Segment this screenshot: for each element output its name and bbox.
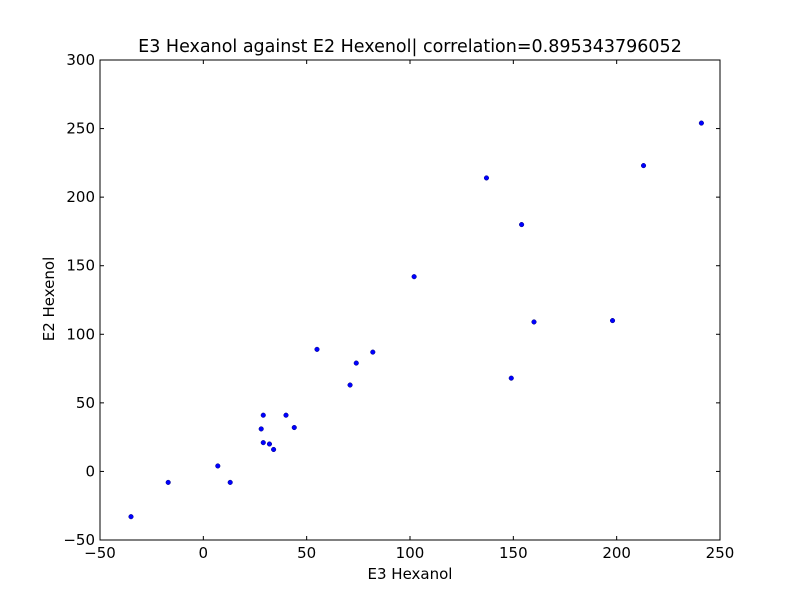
data-point — [260, 440, 266, 446]
data-point — [353, 360, 359, 366]
y-tick-label: 100 — [66, 325, 95, 343]
data-point — [508, 375, 514, 381]
data-point — [283, 412, 289, 418]
data-point — [266, 441, 273, 447]
x-tick-label: 0 — [199, 544, 209, 562]
data-point — [519, 222, 525, 228]
data-point — [411, 274, 417, 280]
y-tick-label: 150 — [66, 257, 95, 275]
y-tick-label: −50 — [63, 531, 95, 549]
data-point — [258, 426, 264, 432]
x-tick-label: 50 — [297, 544, 316, 562]
y-tick-label: 200 — [66, 188, 95, 206]
data-point — [227, 479, 233, 485]
x-axis-label: E3 Hexanol — [368, 565, 453, 583]
data-point — [260, 412, 266, 418]
data-point — [215, 463, 221, 469]
data-point — [347, 382, 353, 388]
x-tick-label: 150 — [499, 544, 528, 562]
y-tick-label: 0 — [85, 462, 95, 480]
data-point — [640, 163, 647, 169]
y-tick-label: 300 — [66, 51, 95, 69]
data-point — [291, 424, 297, 431]
y-tick-label: 250 — [66, 120, 95, 138]
y-axis-label: E2 Hexenol — [40, 257, 58, 342]
x-tick-label: 100 — [396, 544, 425, 562]
y-tick-label: 50 — [76, 394, 95, 412]
data-point — [370, 349, 376, 355]
data-point — [314, 346, 320, 352]
data-point — [531, 319, 537, 325]
x-tick-label: 200 — [602, 544, 631, 562]
data-point — [698, 120, 704, 126]
data-point — [609, 318, 616, 324]
plot-frame — [99, 59, 721, 541]
x-tick-label: −50 — [84, 544, 116, 562]
data-point — [483, 175, 490, 181]
data-point — [165, 479, 171, 485]
data-point — [128, 514, 134, 520]
x-tick-label: 250 — [706, 544, 735, 562]
data-point — [271, 446, 277, 453]
plot-area: −50 0 50 100 150 200 250 −50 0 50 100 150 200 250 300 — [63, 51, 734, 562]
chart-title: E3 Hexanol against E2 Hexenol| correlati… — [138, 37, 682, 57]
